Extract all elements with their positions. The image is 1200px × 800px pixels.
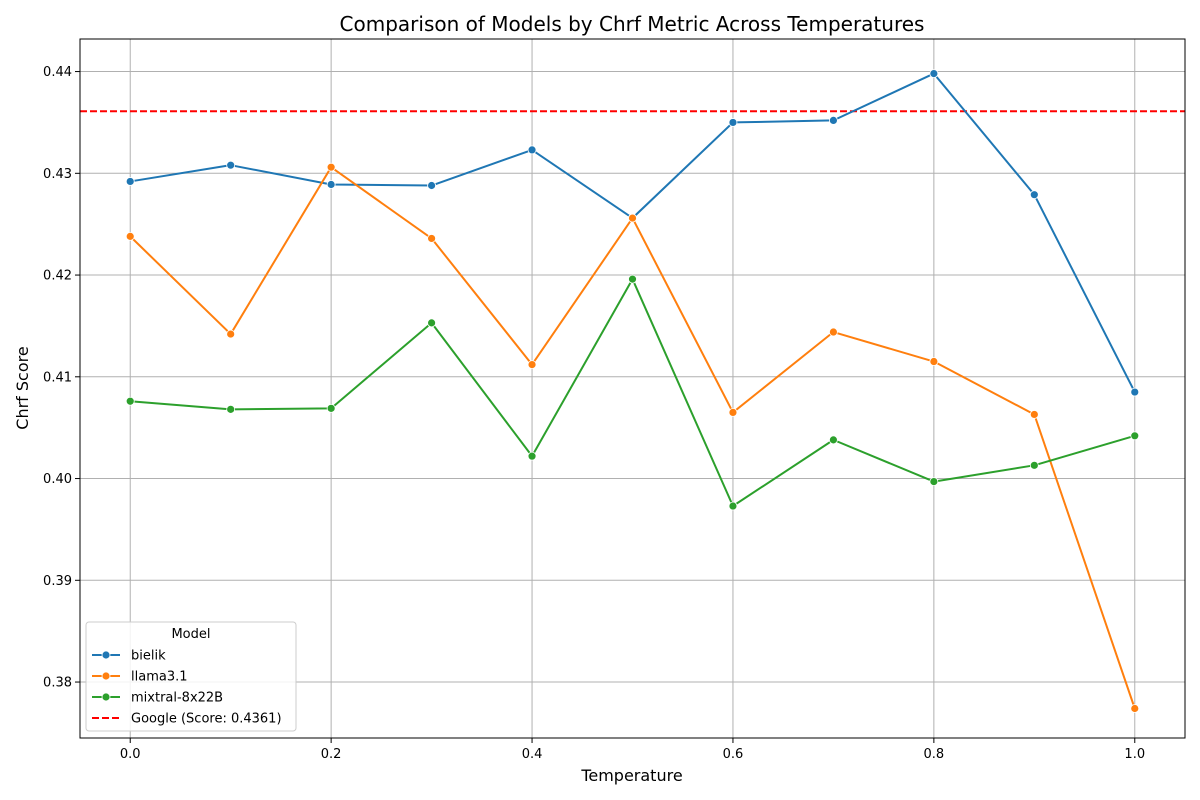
- x-tick-label: 0.4: [522, 747, 543, 762]
- y-tick-label: 0.43: [43, 167, 72, 182]
- series-layer: [125, 69, 1140, 713]
- y-tick-label: 0.44: [43, 65, 72, 80]
- data-point-mixtral-8x22b: [1029, 460, 1039, 470]
- series-mixtral-8x22b: [125, 274, 1140, 511]
- data-point-llama3-1: [326, 162, 336, 172]
- x-tick-label: 0.6: [723, 747, 744, 762]
- data-point-bielik: [728, 118, 738, 127]
- y-axis-label: Chrf Score: [13, 346, 32, 429]
- legend-marker: [101, 671, 111, 681]
- data-point-bielik: [829, 115, 838, 125]
- legend-item-google-score-0-4361: Google (Score: 0.4361): [92, 712, 282, 727]
- series-line-bielik: [130, 72, 1136, 393]
- y-tick-label: 0.41: [43, 370, 72, 385]
- data-point-llama3-1: [628, 213, 637, 223]
- data-point-bielik: [226, 160, 236, 170]
- series-llama3-1: [125, 162, 1140, 713]
- legend-item-llama3-1: llama3.1: [92, 670, 188, 685]
- data-point-bielik: [1130, 387, 1140, 397]
- legend-marker: [101, 650, 111, 660]
- legend-marker: [101, 692, 111, 702]
- data-point-bielik: [929, 69, 939, 78]
- data-point-llama3-1: [728, 408, 738, 417]
- legend-label: llama3.1: [131, 670, 188, 685]
- data-point-llama3-1: [829, 327, 838, 337]
- y-tick-label: 0.38: [43, 676, 72, 691]
- data-point-mixtral-8x22b: [125, 396, 135, 406]
- data-point-mixtral-8x22b: [226, 404, 236, 414]
- data-point-mixtral-8x22b: [1130, 431, 1140, 441]
- plot-area-frame: [79, 38, 1186, 739]
- x-tick-label: 0.8: [924, 747, 945, 762]
- data-point-llama3-1: [527, 360, 537, 369]
- x-axis-label: Temperature: [580, 766, 682, 785]
- legend-items: bielik llama3.1 mixtral-8x22B Google (Score…: [92, 649, 282, 727]
- data-point-bielik: [326, 180, 336, 189]
- x-tick-label: 0.2: [321, 747, 342, 762]
- y-tick-label: 0.40: [43, 472, 72, 487]
- x-tick-label: 0.0: [120, 747, 141, 762]
- axis-ticks: 0.0 0.2 0.4 0.6 0.8 1.0 0.38 0.39 0.40 0.41 0.42 0.…: [43, 65, 1145, 762]
- legend-item-bielik: bielik: [92, 649, 166, 664]
- legend-label: bielik: [131, 649, 166, 664]
- y-tick-label: 0.42: [43, 269, 72, 284]
- data-point-llama3-1: [427, 234, 436, 243]
- data-point-llama3-1: [1029, 410, 1039, 419]
- data-point-mixtral-8x22b: [628, 274, 637, 284]
- data-point-llama3-1: [226, 329, 236, 339]
- data-point-llama3-1: [1130, 704, 1140, 713]
- data-point-mixtral-8x22b: [527, 451, 537, 461]
- data-point-bielik: [125, 177, 135, 186]
- data-point-mixtral-8x22b: [929, 477, 939, 486]
- legend-box: [85, 621, 297, 732]
- data-point-mixtral-8x22b: [326, 403, 336, 413]
- data-point-mixtral-8x22b: [829, 435, 838, 445]
- y-tick-label: 0.39: [43, 574, 72, 589]
- x-tick-label: 1.0: [1124, 747, 1145, 762]
- data-point-bielik: [527, 145, 537, 155]
- data-point-bielik: [427, 181, 436, 190]
- data-point-bielik: [1029, 190, 1039, 200]
- series-bielik: [125, 69, 1140, 397]
- legend-title: Model: [171, 627, 210, 642]
- data-point-llama3-1: [929, 357, 939, 366]
- data-point-mixtral-8x22b: [728, 501, 738, 511]
- data-point-mixtral-8x22b: [427, 318, 436, 328]
- data-point-llama3-1: [125, 231, 135, 241]
- legend: Model bielik llama3.1 mixtral-8x22B Google …: [85, 621, 297, 732]
- legend-label: Google (Score: 0.4361): [131, 712, 282, 727]
- legend-item-mixtral-8x22b: mixtral-8x22B: [92, 691, 223, 706]
- legend-label: mixtral-8x22B: [131, 691, 223, 706]
- series-line-mixtral-8x22b: [130, 278, 1136, 508]
- chart-title: Comparison of Models by Chrf Metric Acro…: [340, 12, 925, 36]
